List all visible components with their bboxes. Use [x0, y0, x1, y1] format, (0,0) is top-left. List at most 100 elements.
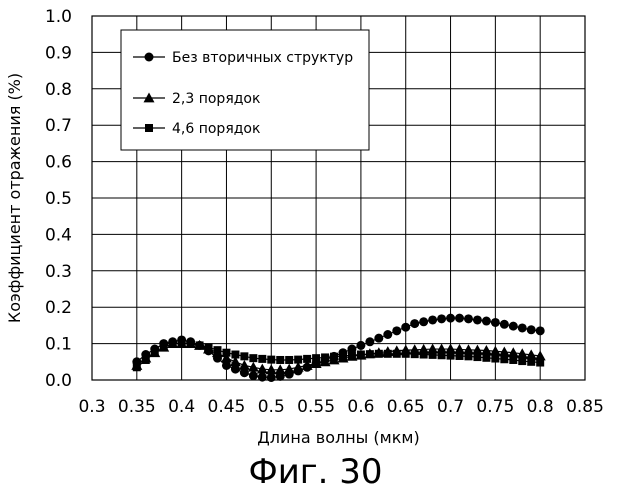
data-point-square	[276, 356, 284, 364]
figure-caption: Фиг. 30	[0, 452, 631, 492]
x-tick-label: 0.8	[527, 397, 554, 417]
y-axis-label: Коэффициент отражения (%)	[5, 73, 24, 323]
x-tick-label: 0.55	[297, 397, 335, 417]
data-point-circle	[356, 341, 365, 350]
data-point-square	[402, 350, 410, 358]
legend-label: 2,3 порядок	[172, 91, 260, 107]
data-point-square	[509, 356, 517, 364]
y-tick-label: 0.3	[45, 262, 72, 282]
legend-marker-circle	[145, 53, 154, 62]
legend: Без вторичных структур 2,3 порядок 4,6 пор…	[121, 30, 369, 150]
data-point-square	[222, 349, 230, 357]
data-point-square	[357, 351, 365, 359]
data-point-circle	[437, 314, 446, 323]
data-point-circle	[365, 337, 374, 346]
x-tick-label: 0.75	[476, 397, 514, 417]
data-point-square	[500, 355, 508, 363]
data-point-square	[366, 350, 374, 358]
y-tick-label: 0.2	[45, 298, 72, 318]
data-point-square	[339, 352, 347, 360]
data-point-square	[312, 354, 320, 362]
x-tick-label: 0.4	[168, 397, 195, 417]
x-tick-label: 0.35	[118, 397, 156, 417]
x-tick-labels: 0.3 0.35 0.4 0.45 0.5 0.55 0.6 0.65 0.7 0.75 0.8 0.…	[78, 397, 603, 417]
x-tick-label: 0.7	[437, 397, 464, 417]
data-point-circle	[249, 371, 258, 380]
data-point-circle	[509, 322, 518, 331]
data-point-square	[160, 343, 168, 351]
data-point-circle	[383, 330, 392, 339]
data-point-square	[536, 359, 544, 367]
reflectance-chart: 0.3 0.35 0.4 0.45 0.5 0.55 0.6 0.65 0.7 0.75 0.8 0.…	[0, 0, 631, 450]
data-point-square	[321, 353, 329, 361]
y-tick-label: 0.0	[45, 371, 72, 391]
x-tick-label: 0.5	[258, 397, 285, 417]
data-point-square	[518, 357, 526, 365]
data-point-square	[438, 351, 446, 359]
data-point-square	[330, 353, 338, 361]
data-point-square	[205, 343, 213, 351]
data-point-circle	[446, 314, 455, 323]
legend-marker-square	[145, 124, 153, 132]
data-point-square	[151, 349, 159, 357]
y-tick-labels: 0.00.10.20.30.40.50.60.70.80.91.0	[45, 7, 72, 391]
data-point-circle	[500, 320, 509, 329]
data-point-circle	[455, 314, 464, 323]
data-point-circle	[527, 325, 536, 334]
data-point-square	[384, 350, 392, 358]
data-point-circle	[374, 334, 383, 343]
data-point-square	[258, 355, 266, 363]
data-point-circle	[518, 323, 527, 332]
data-point-square	[456, 352, 464, 360]
data-point-circle	[392, 326, 401, 335]
data-point-square	[231, 351, 239, 359]
legend-label: Без вторичных структур	[172, 50, 353, 66]
data-point-square	[464, 352, 472, 360]
data-point-square	[133, 363, 141, 371]
data-point-square	[420, 351, 428, 359]
data-point-circle	[258, 373, 267, 382]
x-tick-label: 0.65	[387, 397, 425, 417]
x-axis-label: Длина волны (мкм)	[257, 428, 419, 447]
y-tick-label: 0.5	[45, 189, 72, 209]
y-tick-label: 0.1	[45, 335, 72, 355]
data-point-circle	[482, 317, 491, 326]
data-point-square	[393, 350, 401, 358]
data-point-square	[142, 356, 150, 364]
data-point-circle	[491, 318, 500, 327]
y-tick-label: 0.9	[45, 43, 72, 63]
y-tick-label: 0.4	[45, 225, 72, 245]
data-point-circle	[464, 314, 473, 323]
x-tick-label: 0.85	[566, 397, 604, 417]
data-point-square	[348, 351, 356, 359]
series-group	[131, 314, 545, 382]
data-point-square	[285, 356, 293, 364]
data-point-square	[196, 341, 204, 349]
data-point-square	[411, 350, 419, 358]
data-point-circle	[428, 315, 437, 324]
data-point-triangle	[239, 360, 250, 370]
data-point-square	[240, 352, 248, 360]
data-point-square	[491, 355, 499, 363]
data-point-square	[447, 352, 455, 360]
data-point-square	[303, 355, 311, 363]
data-point-square	[294, 356, 302, 364]
y-tick-label: 0.7	[45, 116, 72, 136]
x-tick-label: 0.3	[78, 397, 105, 417]
legend-label: 4,6 порядок	[172, 121, 260, 137]
data-point-square	[187, 340, 195, 348]
data-point-square	[249, 354, 257, 362]
x-tick-label: 0.6	[347, 397, 374, 417]
data-point-square	[527, 358, 535, 366]
data-point-square	[178, 339, 186, 347]
data-point-square	[169, 340, 177, 348]
data-point-circle	[401, 323, 410, 332]
y-tick-label: 0.8	[45, 80, 72, 100]
data-point-circle	[267, 373, 276, 382]
data-point-circle	[536, 326, 545, 335]
x-tick-label: 0.45	[208, 397, 246, 417]
data-point-square	[267, 356, 275, 364]
data-point-square	[213, 346, 221, 354]
data-point-square	[429, 351, 437, 359]
data-point-square	[473, 353, 481, 361]
